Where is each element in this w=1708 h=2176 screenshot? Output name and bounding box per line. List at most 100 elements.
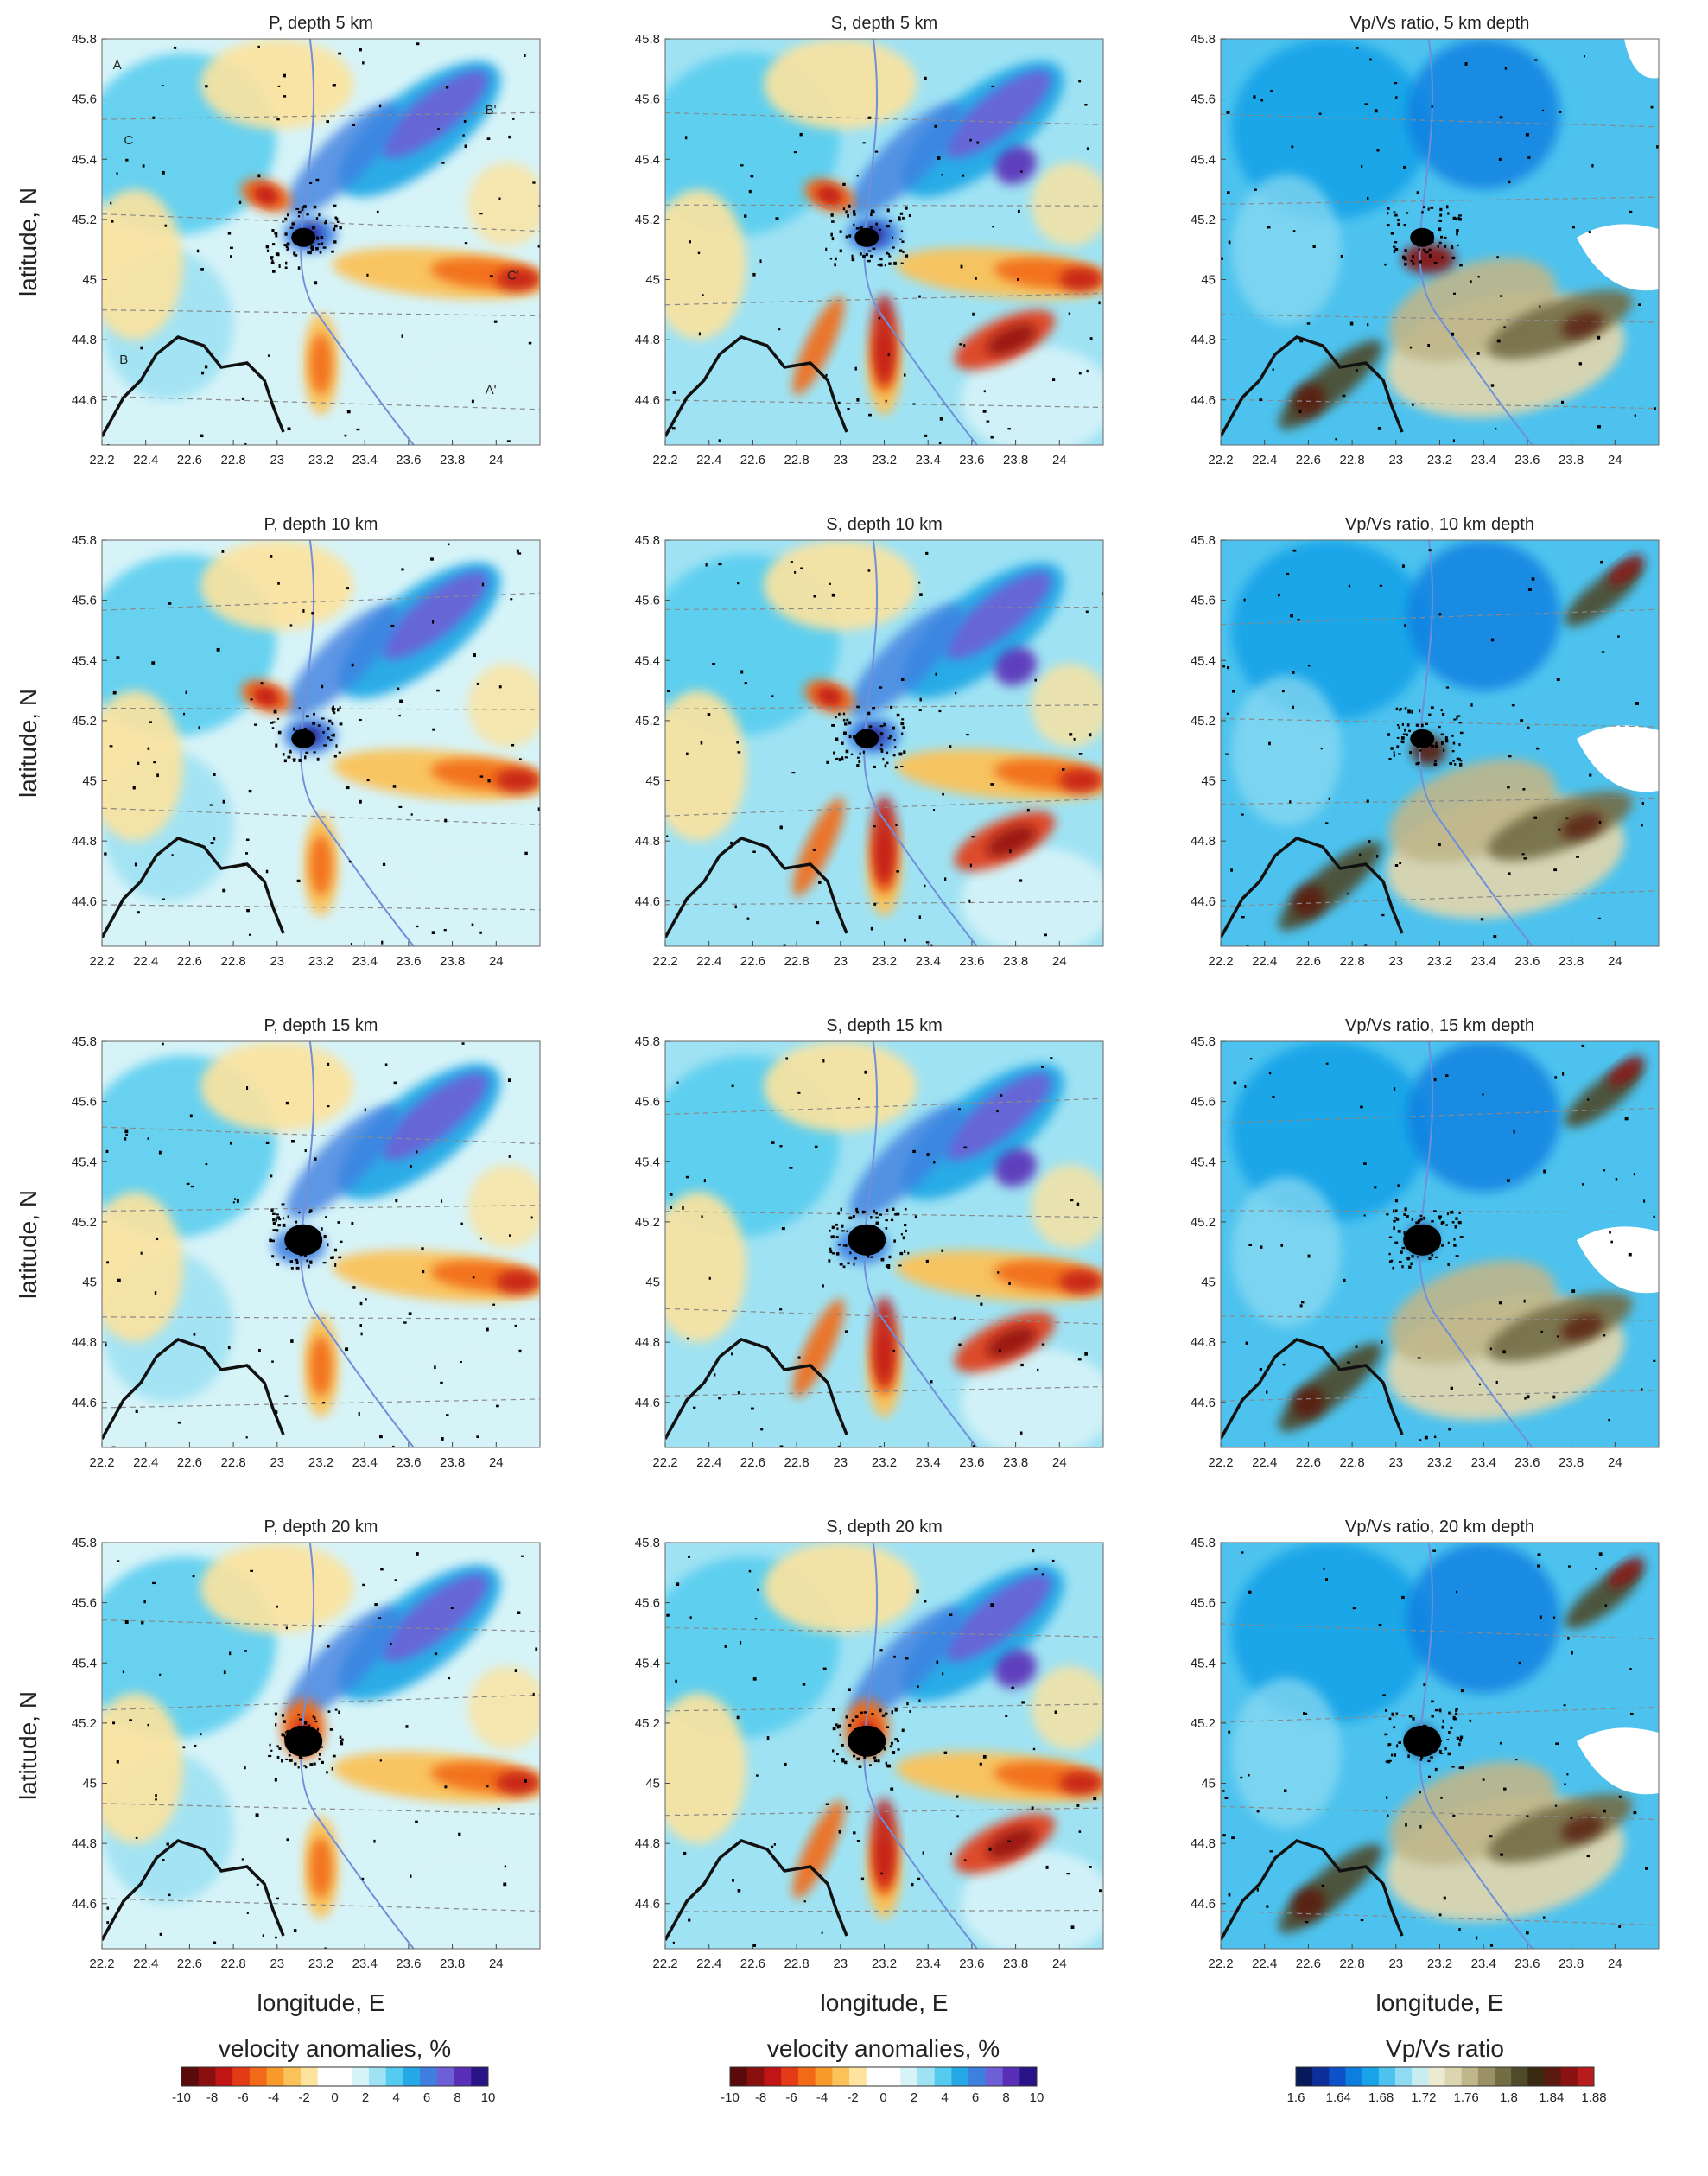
seismic-event bbox=[276, 717, 280, 720]
x-tick-label: 22.2 bbox=[652, 1455, 677, 1470]
anomaly-blob bbox=[816, 185, 842, 206]
seismic-event bbox=[902, 1236, 905, 1240]
seismic-event bbox=[327, 1243, 329, 1247]
seismic-event bbox=[1442, 712, 1445, 716]
seismic-event bbox=[870, 209, 874, 213]
panel-p-10km: P, depth 10 km45.845.645.445.24544.844.6… bbox=[72, 515, 541, 969]
seismic-event bbox=[327, 1645, 330, 1648]
seismic-event bbox=[1458, 758, 1462, 761]
colorbar-swatch bbox=[934, 2067, 952, 2086]
y-tick-label: 45.8 bbox=[635, 1536, 660, 1550]
seismic-event bbox=[305, 715, 309, 718]
seismic-event bbox=[232, 1201, 235, 1204]
seismic-event bbox=[983, 390, 986, 393]
seismic-event bbox=[1361, 165, 1363, 169]
seismic-event bbox=[835, 1252, 840, 1256]
seismic-event bbox=[829, 1250, 833, 1254]
seismic-event bbox=[1457, 214, 1462, 217]
seismic-event bbox=[873, 902, 877, 906]
seismic-event bbox=[1633, 1173, 1635, 1176]
y-tick-label: 45 bbox=[1201, 273, 1216, 288]
seismic-event bbox=[436, 689, 440, 692]
seismic-event bbox=[250, 698, 253, 701]
seismic-event bbox=[248, 933, 251, 936]
seismic-event bbox=[831, 724, 835, 727]
seismic-event bbox=[853, 1754, 855, 1758]
seismic-event bbox=[276, 1605, 278, 1608]
seismic-event bbox=[1424, 1435, 1428, 1440]
fault-line bbox=[102, 807, 540, 825]
seismic-event bbox=[1458, 1928, 1461, 1931]
seismic-event bbox=[918, 295, 921, 298]
seismic-event bbox=[1454, 763, 1457, 766]
seismic-event bbox=[1084, 1352, 1088, 1356]
seismic-event bbox=[834, 257, 837, 261]
seismic-event bbox=[853, 210, 856, 213]
y-tick-label: 45.6 bbox=[635, 1095, 660, 1110]
colorbar-tick-label: -4 bbox=[816, 2090, 828, 2105]
seismic-event bbox=[845, 210, 848, 214]
river-line bbox=[863, 1543, 978, 1949]
seismic-event bbox=[1088, 733, 1092, 737]
seismic-event bbox=[740, 670, 744, 674]
seismic-event bbox=[267, 354, 270, 357]
seismic-event bbox=[894, 1212, 898, 1216]
seismic-event bbox=[758, 1343, 761, 1347]
x-tick-label: 22.8 bbox=[220, 1455, 245, 1470]
y-tick-label: 45 bbox=[645, 1777, 660, 1791]
seismic-event bbox=[278, 1747, 282, 1751]
country-border bbox=[665, 1839, 848, 1941]
seismic-event bbox=[1450, 1211, 1452, 1214]
panel-plot-area bbox=[1221, 1543, 1659, 1949]
seismic-event bbox=[432, 728, 436, 731]
anomaly-blob bbox=[309, 835, 333, 895]
panel-s-15km: S, depth 15 km45.845.645.445.24544.844.6… bbox=[635, 1016, 1104, 1470]
seismic-event bbox=[868, 1764, 872, 1766]
fault-line bbox=[102, 1205, 540, 1212]
seismic-event bbox=[1440, 235, 1444, 239]
colorbar-swatch bbox=[746, 2067, 765, 2086]
seismic-event bbox=[892, 728, 895, 730]
seismic-event bbox=[340, 1741, 344, 1746]
seismic-event bbox=[705, 563, 708, 567]
x-tick-label: 22.8 bbox=[784, 954, 809, 969]
river-line bbox=[1419, 1041, 1533, 1447]
seismic-event bbox=[327, 1062, 330, 1066]
seismic-event bbox=[1421, 723, 1424, 728]
seismic-event bbox=[956, 1795, 959, 1798]
anomaly-blob bbox=[1231, 1543, 1429, 1723]
colorbar-tick-label: 2 bbox=[911, 2090, 917, 2105]
seismic-event bbox=[1391, 1753, 1394, 1757]
seismic-event bbox=[216, 647, 220, 652]
fault-line bbox=[665, 1385, 1103, 1397]
seismic-event bbox=[1359, 853, 1362, 856]
seismic-event bbox=[697, 251, 701, 255]
seismic-event bbox=[1401, 256, 1405, 259]
x-tick-label: 22.4 bbox=[696, 1455, 721, 1470]
seismic-event bbox=[839, 1733, 841, 1736]
event-cluster bbox=[848, 1725, 886, 1757]
seismic-event bbox=[321, 1227, 323, 1231]
x-tick-label: 24 bbox=[1052, 453, 1067, 468]
seismic-event bbox=[1005, 1715, 1008, 1717]
seismic-event bbox=[322, 246, 327, 249]
seismic-event bbox=[200, 268, 204, 271]
seismic-event bbox=[109, 745, 113, 748]
seismic-event bbox=[676, 1582, 680, 1587]
seismic-event bbox=[1458, 1766, 1463, 1770]
seismic-event bbox=[762, 845, 765, 848]
seismic-event bbox=[255, 1813, 259, 1817]
seismic-event bbox=[1412, 255, 1415, 258]
seismic-event bbox=[1382, 1694, 1387, 1696]
x-tick-label: 23.6 bbox=[959, 954, 984, 969]
seismic-event bbox=[1438, 1217, 1441, 1220]
seismic-event bbox=[337, 1221, 340, 1224]
colorbar-swatch bbox=[797, 2067, 816, 2086]
panel-vpvs-5km: Vp/Vs ratio, 5 km depth45.845.645.445.24… bbox=[1191, 14, 1660, 468]
seismic-event bbox=[401, 334, 403, 338]
seismic-event bbox=[1456, 1736, 1459, 1740]
seismic-event bbox=[1400, 736, 1405, 740]
y-tick-label: 45 bbox=[645, 273, 660, 288]
fault-line bbox=[1221, 717, 1659, 728]
panels: P, depth 5 km45.845.645.445.24544.844.62… bbox=[72, 14, 1660, 1971]
